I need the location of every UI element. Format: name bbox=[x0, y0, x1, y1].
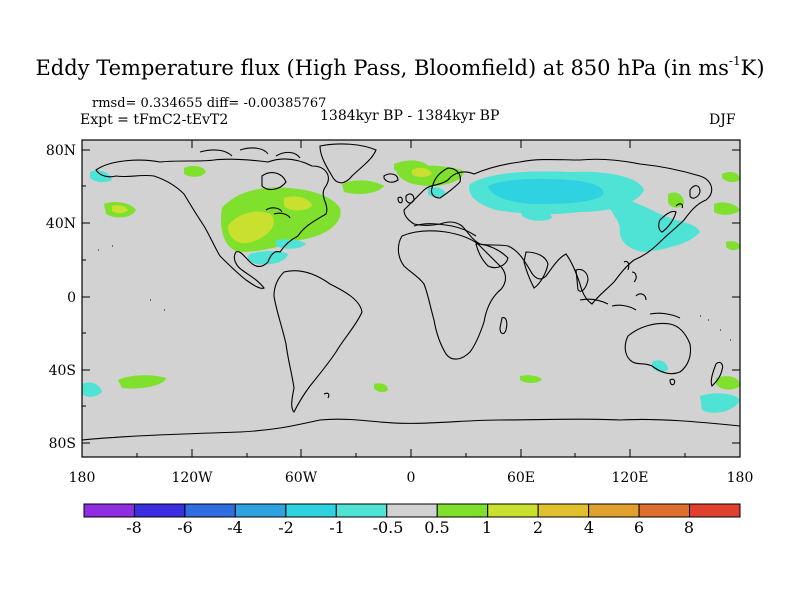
coast-madagascar bbox=[499, 317, 508, 335]
fill-spacw-positive bbox=[716, 376, 740, 390]
fill-na-strong bbox=[228, 211, 274, 244]
coast-tasmania bbox=[669, 378, 676, 386]
coast-kamchatka bbox=[689, 185, 701, 199]
fill-alaska-negative bbox=[90, 170, 112, 183]
lon-tick-label: 60E bbox=[507, 470, 535, 486]
colorbar-label: -8 bbox=[126, 518, 142, 537]
colorbar-box bbox=[487, 503, 539, 518]
fill-spac-dateline-negative bbox=[82, 382, 102, 397]
colorbar-label: 4 bbox=[583, 518, 595, 537]
anomaly-fills bbox=[82, 160, 740, 413]
lat-tick-label: 80N bbox=[46, 143, 76, 159]
fill-na-strong2 bbox=[284, 196, 312, 211]
colorbar-label: -6 bbox=[177, 518, 193, 537]
colorbar-box bbox=[537, 503, 590, 518]
colorbar-box bbox=[386, 503, 438, 518]
fill-easia-negative bbox=[605, 196, 700, 252]
fill-gulf-negative bbox=[248, 251, 288, 265]
lon-tick-label: 120W bbox=[171, 470, 213, 486]
coast-antarctica bbox=[82, 418, 740, 441]
fill-npac-east-north bbox=[722, 172, 740, 183]
coast-australia bbox=[624, 322, 692, 375]
coast-japan bbox=[658, 203, 684, 233]
tick-marks bbox=[81, 140, 741, 457]
lat-labels: 80N 40N 0 40S 80S bbox=[46, 143, 76, 452]
lon-labels: 180 120W 60W 0 60E 120E 180 bbox=[69, 470, 754, 486]
colorbar-box bbox=[285, 503, 337, 518]
coast-se-asia bbox=[575, 268, 681, 319]
coast-india bbox=[523, 251, 549, 289]
fill-spacw-negative bbox=[700, 393, 740, 413]
colorbar-box bbox=[335, 503, 388, 518]
fill-spac-positive bbox=[118, 375, 166, 389]
lat-tick-label: 40S bbox=[49, 363, 76, 379]
fill-florida-negative bbox=[276, 239, 306, 249]
coast-mediterranean bbox=[413, 223, 477, 237]
colorbar-label: -0.5 bbox=[372, 518, 404, 537]
coast-pacific-islands bbox=[98, 245, 731, 341]
colorbar-label: 2 bbox=[532, 518, 544, 537]
colorbar-label: -1 bbox=[329, 518, 345, 537]
colorbar-box bbox=[588, 503, 640, 518]
stats-text: rmsd= 0.334655 diff= -0.00385767 bbox=[92, 96, 327, 111]
coast-north-america bbox=[95, 158, 329, 289]
coast-eurasia bbox=[403, 158, 713, 305]
fill-eurasia-strong bbox=[488, 178, 604, 204]
colorbar bbox=[83, 503, 741, 518]
coast-scandinavia bbox=[430, 167, 461, 199]
colorbar-label: 6 bbox=[633, 518, 645, 537]
lon-tick-label: 180 bbox=[727, 470, 754, 486]
fill-scand-strong bbox=[412, 167, 432, 177]
fill-sind-positive bbox=[520, 375, 542, 383]
colorbar-box bbox=[436, 503, 489, 518]
colorbar-box bbox=[133, 503, 186, 518]
fill-npac-east-strong bbox=[112, 205, 128, 214]
lon-tick-label: 180 bbox=[69, 470, 96, 486]
lat-tick-label: 40N bbox=[46, 216, 76, 232]
colorbar-box bbox=[689, 503, 741, 518]
season-label: DJF bbox=[709, 112, 736, 128]
coast-arctic-islands bbox=[199, 147, 301, 159]
fill-npac-west-positive2 bbox=[714, 202, 740, 215]
coast-arabia bbox=[475, 243, 509, 269]
lat-tick-label: 80S bbox=[49, 436, 76, 452]
fill-npac-dateline-positive bbox=[726, 241, 740, 251]
experiment-label: Expt = tFmC2-tEvT2 bbox=[80, 112, 229, 128]
colorbar-label: 0.5 bbox=[424, 518, 450, 537]
coast-falklands bbox=[323, 392, 330, 399]
coast-south-america bbox=[273, 270, 363, 413]
colorbar-label: -4 bbox=[227, 518, 243, 537]
fill-satl-positive bbox=[374, 383, 388, 393]
lon-tick-label: 0 bbox=[407, 470, 416, 486]
coast-hudson-bay bbox=[261, 172, 287, 191]
coast-new-zealand bbox=[710, 361, 724, 387]
period-label: 1384kyr BP - 1384kyr BP bbox=[320, 108, 500, 124]
lon-tick-label: 60W bbox=[285, 470, 318, 486]
fill-westcoast-positive bbox=[184, 165, 206, 177]
coast-british-isles bbox=[397, 193, 415, 204]
lon-tick-label: 120E bbox=[612, 470, 649, 486]
coast-greenland bbox=[319, 143, 377, 184]
coastlines bbox=[82, 143, 740, 441]
colorbar-box bbox=[184, 503, 236, 518]
colorbar-box bbox=[234, 503, 287, 518]
fill-casia-negative bbox=[520, 205, 552, 221]
coast-philippines bbox=[623, 260, 637, 283]
fill-atlantic-positive bbox=[342, 180, 384, 194]
colorbar-label: -2 bbox=[278, 518, 294, 537]
colorbar-label: 8 bbox=[683, 518, 695, 537]
lat-tick-label: 0 bbox=[67, 290, 76, 306]
colorbar-box bbox=[83, 503, 135, 518]
coast-iceland bbox=[383, 173, 399, 183]
colorbar-label: 1 bbox=[481, 518, 493, 537]
coast-great-lakes bbox=[265, 207, 291, 219]
colorbar-box bbox=[638, 503, 691, 518]
map-title: Eddy Temperature flux (High Pass, Bloomf… bbox=[35, 54, 765, 80]
coast-africa bbox=[397, 230, 507, 360]
